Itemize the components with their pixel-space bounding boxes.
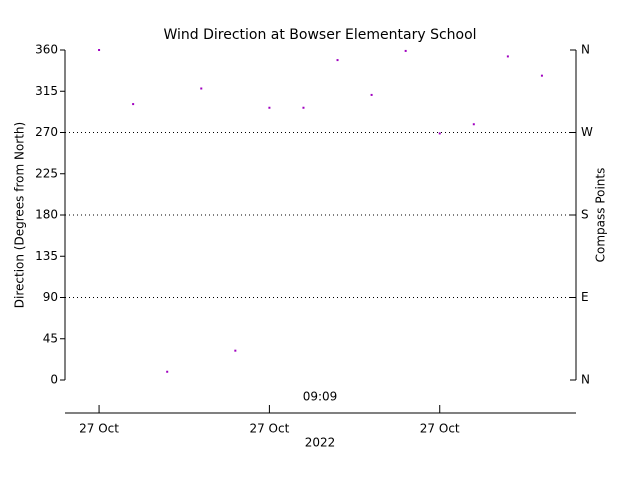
y-tick-label: 315 xyxy=(35,84,58,98)
y-tick-label: 225 xyxy=(35,166,58,180)
y2-axis-label: Compass Points xyxy=(594,168,608,263)
y-tick-label: 90 xyxy=(43,290,58,304)
point xyxy=(540,74,543,77)
point xyxy=(132,103,135,106)
point xyxy=(302,106,305,109)
point xyxy=(370,93,373,96)
point xyxy=(472,123,475,126)
point xyxy=(200,87,203,90)
x-tick-label: 27 Oct xyxy=(79,422,119,436)
chart-title: Wind Direction at Bowser Elementary Scho… xyxy=(163,27,476,43)
point xyxy=(166,370,169,373)
y-tick-label: 0 xyxy=(50,373,58,387)
point xyxy=(98,49,101,51)
y2-tick-label: N xyxy=(581,373,590,387)
x-tick-label: 27 Oct xyxy=(420,422,460,436)
point xyxy=(336,59,339,62)
point xyxy=(234,349,237,352)
y-tick-label: 180 xyxy=(35,208,58,222)
point xyxy=(506,55,509,58)
y-tick-label: 45 xyxy=(43,331,58,345)
y-tick-label: 360 xyxy=(35,43,58,57)
point xyxy=(438,132,441,135)
y2-tick-label: S xyxy=(581,208,589,222)
annotation: 09:09 xyxy=(303,390,338,404)
y-tick-label: 135 xyxy=(35,249,58,263)
y-tick-label: 270 xyxy=(35,125,58,139)
x-axis-label: 2022 xyxy=(305,436,336,450)
y2-tick-label: W xyxy=(581,125,593,139)
point xyxy=(404,49,407,52)
y2-tick-label: E xyxy=(581,290,589,304)
x-tick-label: 27 Oct xyxy=(249,422,289,436)
y2-tick-label: N xyxy=(581,43,590,57)
y-axis-label: Direction (Degrees from North) xyxy=(13,122,27,308)
point xyxy=(268,106,271,109)
